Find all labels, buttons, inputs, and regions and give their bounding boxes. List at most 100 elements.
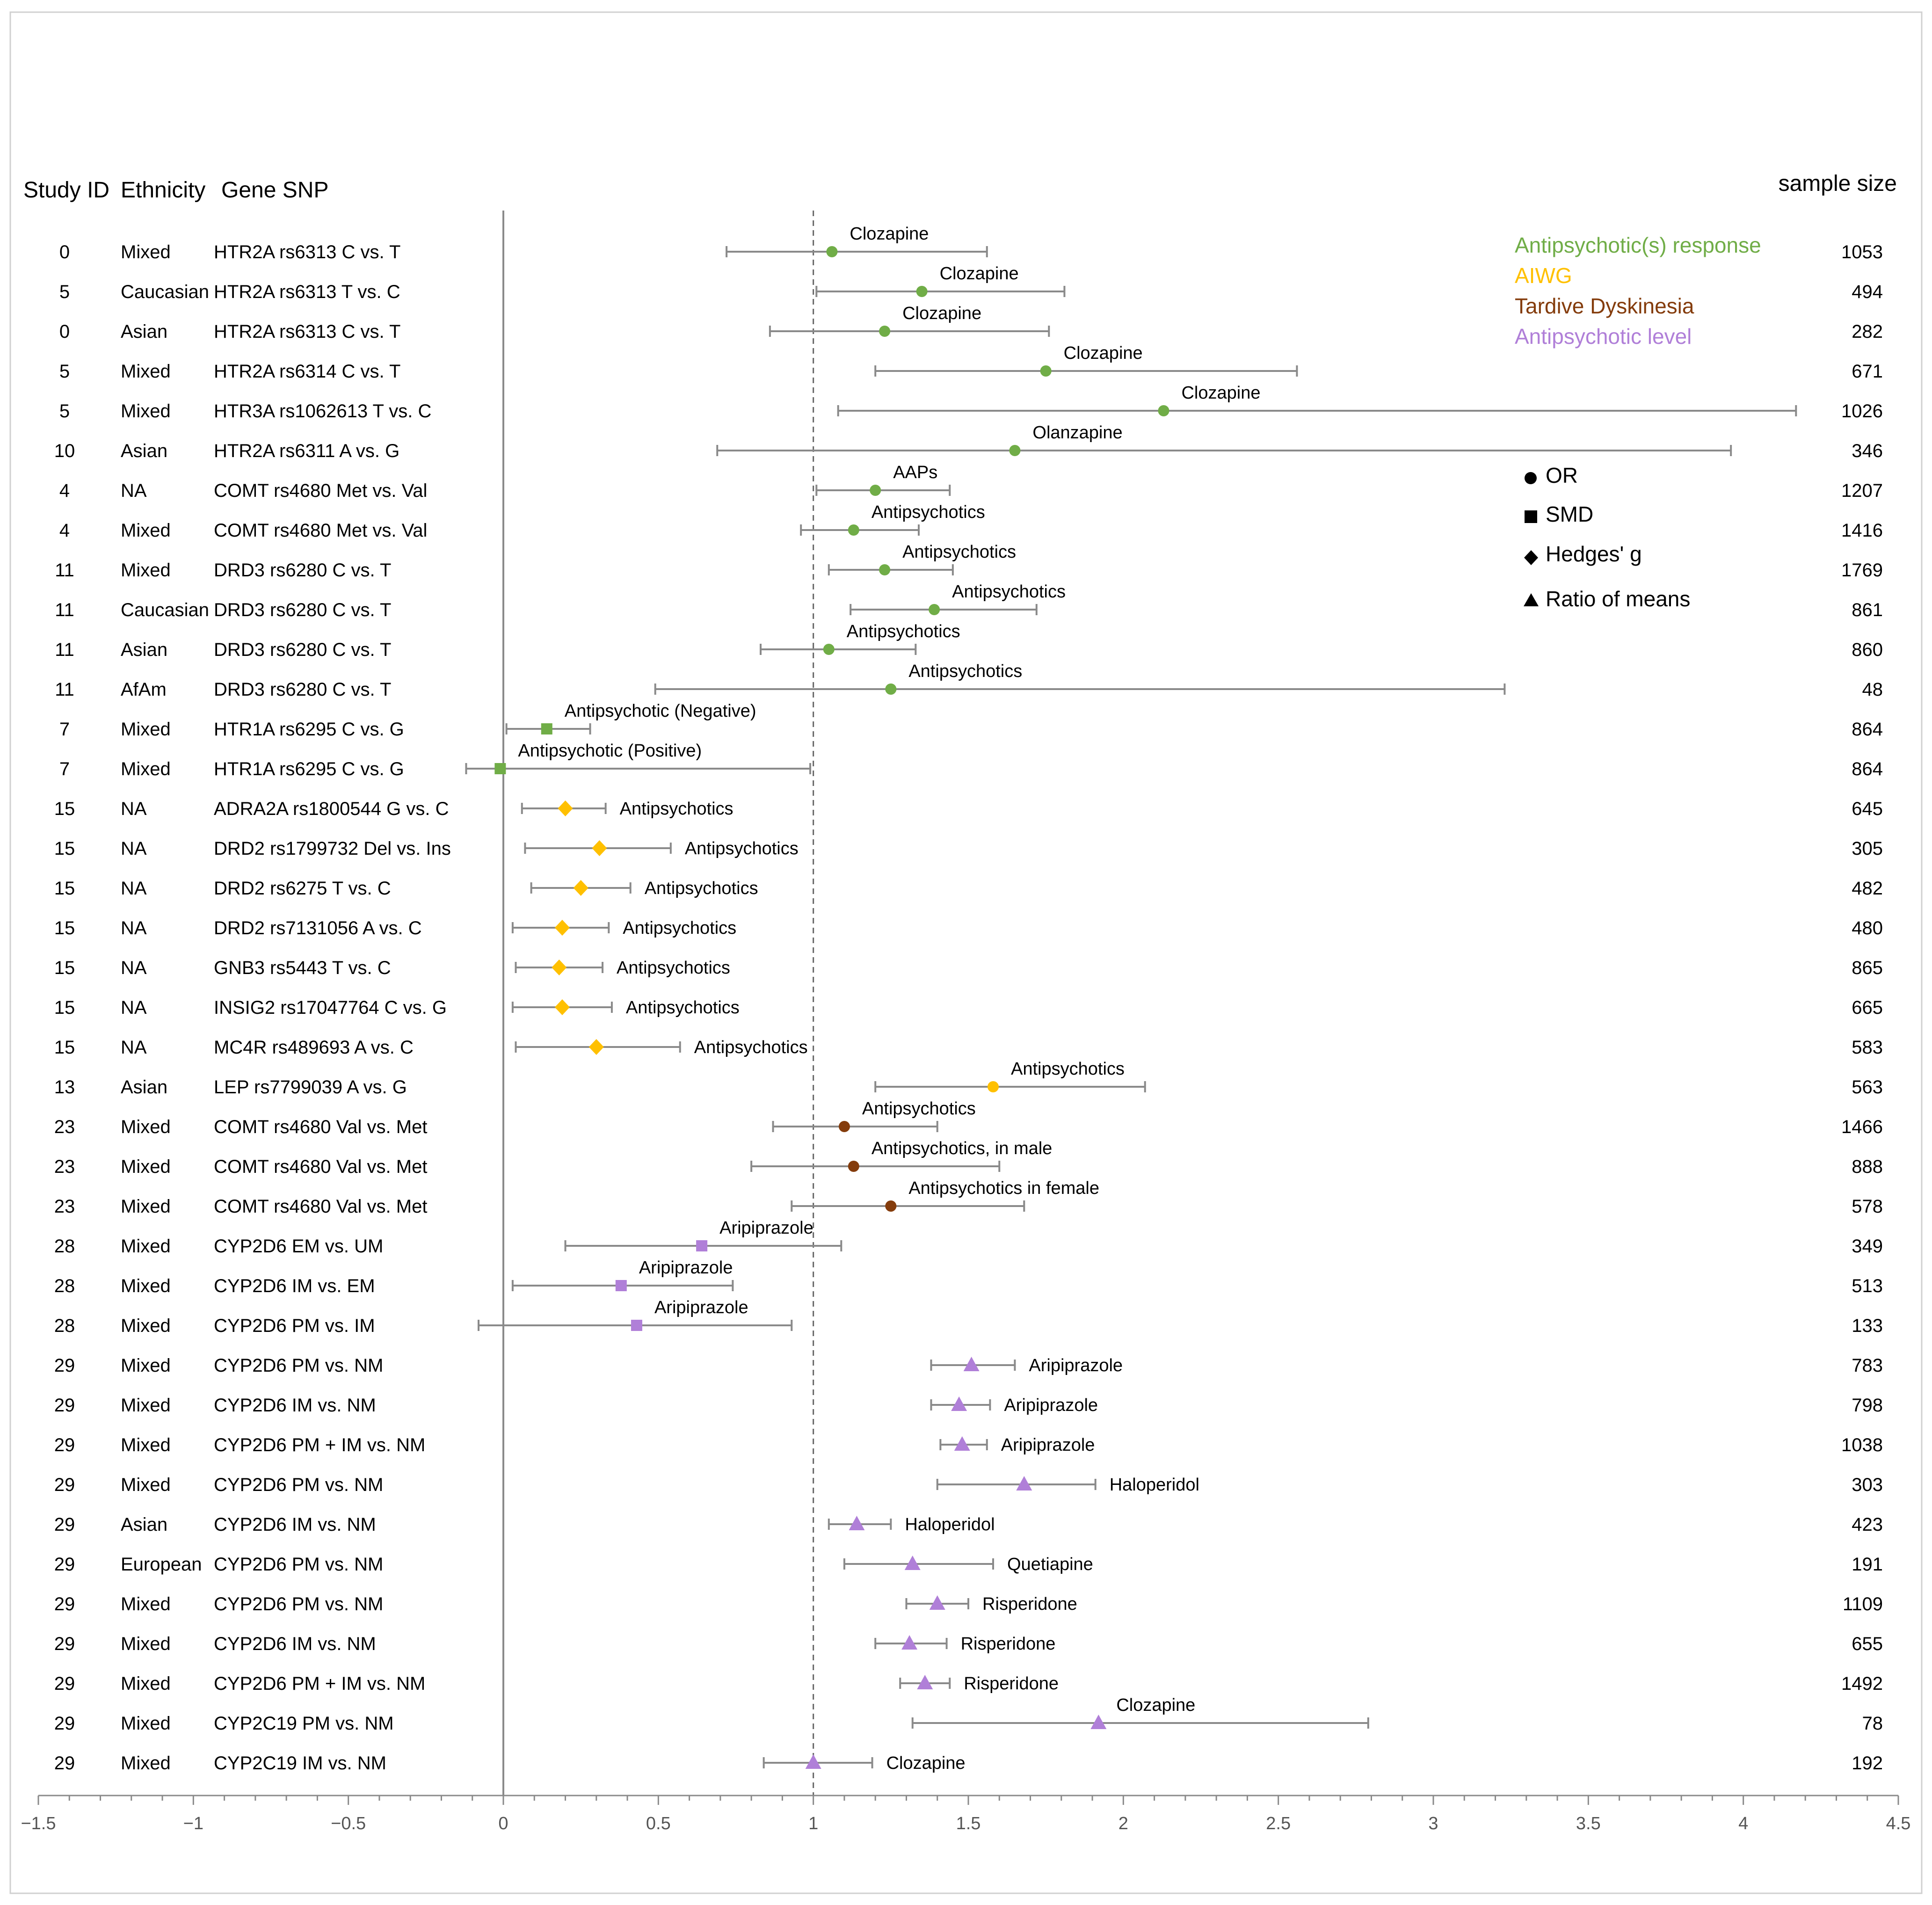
drug-label: Antipsychotic (Positive): [518, 741, 702, 761]
row-gene-snp: COMT rs4680 Val vs. Met: [214, 1117, 427, 1137]
row-sample-size: 1109: [1843, 1594, 1883, 1614]
row-sample-size: 860: [1852, 640, 1883, 660]
row-gene-snp: CYP2D6 IM vs. NM: [214, 1514, 376, 1535]
row-study-id: 28: [54, 1276, 75, 1296]
drug-label: Aripiprazole: [1029, 1356, 1123, 1375]
x-tick-label: 4: [1738, 1814, 1748, 1833]
drug-label: Antipsychotics: [645, 879, 758, 898]
row-ethnicity: Mixed: [121, 1753, 171, 1774]
point-estimate-circle: [929, 604, 940, 615]
point-estimate-triangle: [904, 1556, 921, 1570]
row-ethnicity: NA: [121, 997, 147, 1018]
x-tick-label: 1: [808, 1814, 818, 1833]
point-estimate-circle: [848, 524, 859, 536]
row-sample-size: 655: [1852, 1634, 1883, 1654]
drug-label: Antipsychotics: [862, 1099, 976, 1119]
row-study-id: 11: [55, 600, 74, 620]
row-gene-snp: HTR2A rs6313 C vs. T: [214, 242, 400, 262]
point-estimate-circle: [870, 485, 881, 496]
drug-label: Antipsychotics: [694, 1038, 808, 1057]
row-study-id: 29: [54, 1634, 75, 1654]
forest-row: 0 Mixed HTR2A rs6313 C vs. T 1053 Clozapine: [59, 224, 1883, 262]
row-study-id: 15: [54, 1037, 75, 1058]
row-gene-snp: DRD3 rs6280 C vs. T: [214, 560, 391, 581]
point-estimate-triangle: [849, 1516, 865, 1530]
drug-label: Aripiprazole: [639, 1258, 733, 1278]
row-sample-size: 494: [1852, 282, 1883, 302]
drug-label: Antipsychotics: [626, 998, 740, 1018]
row-gene-snp: HTR2A rs6314 C vs. T: [214, 361, 400, 382]
row-gene-snp: COMT rs4680 Val vs. Met: [214, 1196, 427, 1217]
row-ethnicity: Asian: [121, 640, 167, 660]
drug-label: Antipsychotics: [617, 958, 730, 978]
row-sample-size: 864: [1852, 719, 1883, 740]
forest-row: 29 European CYP2D6 PM vs. NM 191 Quetiapine: [54, 1554, 1883, 1575]
drug-label: Clozapine: [886, 1753, 966, 1773]
x-tick-label: 0.5: [646, 1814, 671, 1833]
drug-label: Olanzapine: [1032, 423, 1122, 443]
drug-label: Antipsychotics: [902, 542, 1016, 562]
row-ethnicity: Mixed: [121, 1435, 171, 1455]
drug-label: Clozapine: [1064, 343, 1143, 363]
point-estimate-triangle: [1016, 1476, 1032, 1491]
legend-diamond-icon: [1524, 550, 1538, 565]
row-study-id: 29: [54, 1435, 75, 1455]
x-tick-label: 1.5: [956, 1814, 981, 1833]
row-study-id: 5: [59, 361, 70, 382]
row-sample-size: 1769: [1841, 560, 1883, 581]
row-sample-size: 665: [1852, 997, 1883, 1018]
point-estimate-diamond: [554, 920, 570, 936]
legend-triangle-icon: [1524, 593, 1539, 606]
row-gene-snp: CYP2C19 PM vs. NM: [214, 1713, 394, 1734]
point-estimate-diamond: [552, 960, 567, 975]
row-sample-size: 346: [1852, 441, 1883, 461]
point-estimate-triangle: [805, 1754, 821, 1769]
point-estimate-diamond: [558, 800, 573, 816]
drug-label: Clozapine: [1116, 1695, 1195, 1715]
drug-label: Quetiapine: [1007, 1555, 1093, 1574]
row-ethnicity: Mixed: [121, 361, 171, 382]
point-estimate-square: [696, 1240, 708, 1251]
drug-label: Antipsychotics in female: [908, 1178, 1099, 1198]
forest-row: 15 NA MC4R rs489693 A vs. C 583 Antipsychoti…: [54, 1037, 1883, 1058]
row-gene-snp: DRD2 rs6275 T vs. C: [214, 878, 391, 899]
drug-label: Risperidone: [961, 1634, 1056, 1654]
legend-categories: Antipsychotic(s) response AIWG Tardive D…: [1515, 233, 1761, 349]
reference-lines: [502, 211, 814, 1796]
point-estimate-circle: [826, 246, 838, 257]
drug-label: Clozapine: [1181, 383, 1260, 403]
forest-row: 15 NA GNB3 rs5443 T vs. C 865 Antipsychotics: [54, 958, 1883, 978]
forest-row: 7 Mixed HTR1A rs6295 C vs. G 864 Antipsychot…: [59, 741, 1883, 779]
row-study-id: 29: [54, 1713, 75, 1734]
row-sample-size: 1038: [1841, 1435, 1883, 1455]
forest-row: 29 Mixed CYP2D6 PM vs. NM 783 Aripiprazole: [54, 1355, 1883, 1376]
row-study-id: 15: [54, 997, 75, 1018]
forest-row: 15 NA DRD2 rs1799732 Del vs. Ins 305 Antipsy…: [54, 838, 1883, 859]
header-study-id: Study ID: [23, 178, 109, 203]
point-estimate-triangle: [917, 1675, 933, 1689]
forest-row: 23 Mixed COMT rs4680 Val vs. Met 888 Antipsy…: [54, 1139, 1883, 1177]
drug-label: Antipsychotics, in male: [872, 1139, 1053, 1158]
row-ethnicity: AfAm: [121, 679, 167, 700]
forest-row: 29 Mixed CYP2C19 IM vs. NM 192 Clozapine: [54, 1753, 1883, 1774]
point-estimate-circle: [1158, 405, 1169, 416]
point-estimate-triangle: [901, 1635, 918, 1650]
forest-row: 15 NA DRD2 rs7131056 A vs. C 480 Antipsychot…: [54, 918, 1883, 938]
row-study-id: 28: [54, 1236, 75, 1257]
forest-row: 10 Asian HTR2A rs6311 A vs. G 346 Olanzapine: [54, 423, 1883, 461]
forest-row: 15 NA ADRA2A rs1800544 G vs. C 645 Antipsych…: [54, 799, 1883, 819]
point-estimate-circle: [1040, 365, 1052, 377]
row-ethnicity: Asian: [121, 441, 167, 461]
row-sample-size: 783: [1852, 1355, 1883, 1376]
legend-shape-or: OR: [1546, 463, 1578, 487]
row-sample-size: 861: [1852, 600, 1883, 620]
row-gene-snp: CYP2D6 PM + IM vs. NM: [214, 1673, 425, 1694]
row-sample-size: 583: [1852, 1037, 1883, 1058]
x-tick-label: 2.5: [1266, 1814, 1291, 1833]
x-tick-label: 2: [1119, 1814, 1128, 1833]
row-ethnicity: Caucasian: [121, 282, 209, 302]
forest-row: 0 Asian HTR2A rs6313 C vs. T 282 Clozapine: [59, 304, 1883, 342]
point-estimate-square: [615, 1280, 627, 1291]
